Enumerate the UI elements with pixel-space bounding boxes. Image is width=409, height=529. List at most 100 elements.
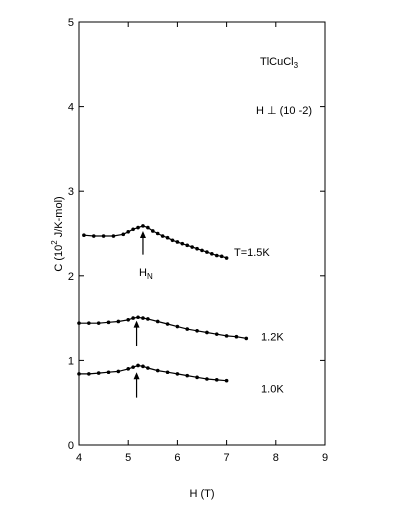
data-point <box>82 233 86 237</box>
data-point <box>87 321 91 325</box>
data-point <box>214 378 219 382</box>
data-point <box>77 372 81 376</box>
x-tick-label: 5 <box>125 452 131 464</box>
data-point <box>126 317 130 322</box>
series-line-0 <box>83 225 227 259</box>
data-point <box>234 334 239 339</box>
data-point <box>77 321 81 325</box>
y-tick-label: 4 <box>68 102 74 114</box>
x-axis-label: H (T) <box>189 488 214 500</box>
data-point <box>96 371 101 375</box>
y-tick-label: 0 <box>68 440 74 452</box>
data-point <box>141 316 145 320</box>
y-tick-label: 1 <box>68 355 74 367</box>
data-point <box>175 240 180 244</box>
y-axis-label-post: J/K-mol) <box>53 196 65 240</box>
x-tick-label: 9 <box>322 452 328 464</box>
data-point <box>91 234 96 238</box>
data-point <box>210 252 214 256</box>
data-point <box>175 324 180 329</box>
y-axis-label-exp: 2 <box>50 240 59 245</box>
data-point <box>116 319 121 324</box>
data-point <box>219 254 224 259</box>
hn-label-main: H <box>139 267 147 279</box>
data-point <box>165 322 170 326</box>
series-label-group: T=1.5K 1.2K 1.0K <box>234 247 284 395</box>
hn-label-sub: N <box>147 272 153 281</box>
data-point <box>185 373 190 378</box>
data-point <box>165 235 170 240</box>
x-tick-label: 4 <box>76 452 82 464</box>
x-tick-label: 7 <box>224 452 230 464</box>
data-point <box>190 245 194 249</box>
arrow-head-1 <box>133 320 140 328</box>
y-tick-label: 2 <box>68 271 74 283</box>
data-point <box>224 378 229 383</box>
data-point <box>121 232 126 237</box>
data-point <box>136 363 140 368</box>
data-point <box>195 375 199 380</box>
data-point <box>155 319 160 324</box>
hn-label: HN <box>139 267 153 281</box>
series-label-1: 1.2K <box>261 332 284 344</box>
data-point <box>136 315 140 320</box>
data-point <box>155 368 160 373</box>
plot-frame <box>78 21 326 446</box>
data-point <box>244 336 249 341</box>
arrow-head-2 <box>133 372 140 380</box>
data-point <box>106 370 111 375</box>
y-tick-label: 3 <box>68 186 74 198</box>
data-point <box>224 334 229 338</box>
series-label-2: 1.0K <box>261 383 284 395</box>
arrow-group <box>133 230 146 398</box>
data-point <box>141 224 145 228</box>
data-point <box>200 248 204 253</box>
data-point <box>131 316 135 320</box>
data-point <box>185 327 190 331</box>
data-point <box>175 372 180 376</box>
data-point <box>170 238 175 243</box>
y-tick-label: 5 <box>68 17 74 29</box>
data-point <box>131 227 135 232</box>
data-point <box>155 231 160 236</box>
data-point <box>96 321 101 325</box>
data-point <box>126 230 130 234</box>
plot-frame-group <box>78 21 326 446</box>
data-point <box>214 332 219 336</box>
series-label-0: T=1.5K <box>234 247 270 259</box>
data-point <box>180 241 185 246</box>
y-axis-label: C (102 J/K-mol) <box>50 196 65 271</box>
data-point <box>116 369 121 374</box>
data-point <box>195 246 199 251</box>
data-point <box>185 243 190 248</box>
data-point <box>87 372 91 376</box>
compound-label: TlCuCl3 <box>260 56 299 70</box>
orientation-label: H ⊥ (10 -2) <box>256 105 312 117</box>
data-point <box>205 250 209 254</box>
tick-group: 4 5 6 7 8 9 0 1 2 3 4 5 <box>68 17 328 464</box>
data-point <box>205 330 209 335</box>
data-point <box>126 367 130 371</box>
series-line-2 <box>79 364 227 382</box>
data-point <box>146 225 150 230</box>
data-point <box>195 328 199 333</box>
series-group <box>77 224 249 383</box>
compound-label-main: TlCuCl <box>260 56 294 68</box>
x-tick-label: 6 <box>174 452 180 464</box>
arrow-head-0 <box>139 230 146 238</box>
data-point <box>205 377 209 381</box>
x-tick-label: 8 <box>273 452 279 464</box>
data-point <box>146 366 150 370</box>
data-point <box>106 320 111 325</box>
data-point <box>111 234 116 238</box>
data-point <box>136 225 140 230</box>
data-point <box>151 229 155 233</box>
data-point <box>214 253 219 258</box>
data-point <box>224 256 229 260</box>
data-point <box>131 365 135 369</box>
data-point <box>141 364 145 369</box>
data-point <box>146 317 150 321</box>
data-point <box>160 234 165 238</box>
